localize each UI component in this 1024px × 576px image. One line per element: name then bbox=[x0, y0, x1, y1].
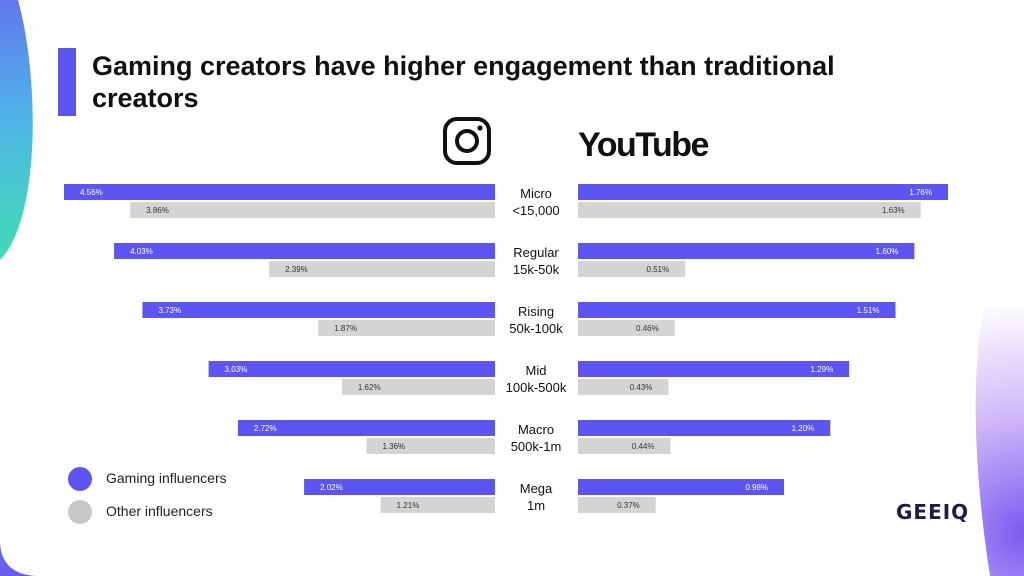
label-youtube-gaming-mid: 1.29% bbox=[811, 365, 834, 374]
label-instagram-gaming-mid: 3.03% bbox=[225, 365, 248, 374]
bar-instagram-other-mid bbox=[341, 379, 495, 395]
bar-instagram-gaming-mid bbox=[208, 361, 495, 377]
bar-instagram-gaming-regular bbox=[114, 243, 495, 259]
bar-youtube-gaming-mega bbox=[578, 479, 785, 495]
label-youtube-gaming-rising: 1.51% bbox=[857, 306, 880, 315]
category-label-mega: Mega bbox=[520, 481, 553, 496]
bar-instagram-other-mega bbox=[380, 497, 495, 513]
bar-instagram-gaming-micro bbox=[64, 184, 495, 200]
label-youtube-other-macro: 0.44% bbox=[632, 442, 655, 451]
category-label-mid: Mid bbox=[526, 363, 547, 378]
label-instagram-gaming-rising: 3.73% bbox=[158, 306, 181, 315]
brand-logo: GEEIQ bbox=[896, 500, 970, 524]
label-instagram-other-regular: 2.39% bbox=[285, 265, 308, 274]
instagram-icon bbox=[443, 117, 491, 165]
label-instagram-gaming-mega: 2.02% bbox=[320, 483, 343, 492]
label-youtube-gaming-mega: 0.98% bbox=[745, 483, 768, 492]
label-youtube-other-regular: 0.51% bbox=[647, 265, 670, 274]
category-range-rising: 50k-100k bbox=[509, 321, 563, 336]
page-title: Gaming creators have higher engagement t… bbox=[92, 51, 835, 113]
bar-youtube-other-macro bbox=[578, 438, 671, 454]
bar-youtube-gaming-macro bbox=[578, 420, 831, 436]
label-youtube-other-micro: 1.63% bbox=[882, 206, 905, 215]
category-range-regular: 15k-50k bbox=[513, 262, 560, 277]
label-instagram-other-rising: 1.87% bbox=[334, 324, 357, 333]
label-instagram-other-micro: 3.86% bbox=[146, 206, 169, 215]
category-label-regular: Regular bbox=[513, 245, 559, 260]
label-youtube-other-rising: 0.46% bbox=[636, 324, 659, 333]
label-youtube-gaming-regular: 1.60% bbox=[876, 247, 899, 256]
bar-instagram-other-micro bbox=[130, 202, 495, 218]
bar-youtube-other-mid bbox=[578, 379, 669, 395]
bar-youtube-gaming-micro bbox=[578, 184, 948, 200]
bar-youtube-other-regular bbox=[578, 261, 686, 277]
category-range-mega: 1m bbox=[527, 498, 545, 513]
label-youtube-gaming-micro: 1.76% bbox=[909, 188, 932, 197]
label-instagram-other-mid: 1.62% bbox=[358, 383, 381, 392]
label-youtube-gaming-macro: 1.20% bbox=[792, 424, 815, 433]
category-label-macro: Macro bbox=[518, 422, 554, 437]
bar-youtube-gaming-regular bbox=[578, 243, 915, 259]
label-instagram-gaming-micro: 4.56% bbox=[80, 188, 103, 197]
bar-instagram-gaming-macro bbox=[237, 420, 495, 436]
label-instagram-gaming-macro: 2.72% bbox=[254, 424, 277, 433]
bar-instagram-other-macro bbox=[366, 438, 495, 454]
category-range-micro: <15,000 bbox=[512, 203, 559, 218]
label-instagram-gaming-regular: 4.03% bbox=[130, 247, 153, 256]
youtube-logo: YouTube bbox=[578, 126, 708, 164]
bar-youtube-gaming-mid bbox=[578, 361, 850, 377]
category-range-mid: 100k-500k bbox=[506, 380, 567, 395]
title-accent-bar bbox=[58, 48, 76, 116]
legend-label-gaming: Gaming influencers bbox=[106, 470, 227, 486]
label-instagram-other-macro: 1.36% bbox=[382, 442, 405, 451]
legend-swatch-other bbox=[68, 500, 92, 524]
bar-instagram-other-regular bbox=[269, 261, 495, 277]
category-label-rising: Rising bbox=[518, 304, 554, 319]
bar-instagram-gaming-rising bbox=[142, 302, 495, 318]
bar-youtube-other-micro bbox=[578, 202, 921, 218]
legend-label-other: Other influencers bbox=[106, 503, 213, 519]
category-range-macro: 500k-1m bbox=[511, 439, 562, 454]
legend-swatch-gaming bbox=[68, 467, 92, 491]
bar-youtube-other-rising bbox=[578, 320, 675, 336]
bar-instagram-gaming-mega bbox=[304, 479, 495, 495]
category-label-micro: Micro bbox=[520, 186, 552, 201]
bar-youtube-gaming-rising bbox=[578, 302, 896, 318]
bar-youtube-other-mega bbox=[578, 497, 656, 513]
label-youtube-other-mega: 0.37% bbox=[617, 501, 640, 510]
label-instagram-other-mega: 1.21% bbox=[397, 501, 420, 510]
label-youtube-other-mid: 0.43% bbox=[630, 383, 653, 392]
bar-instagram-other-rising bbox=[318, 320, 495, 336]
